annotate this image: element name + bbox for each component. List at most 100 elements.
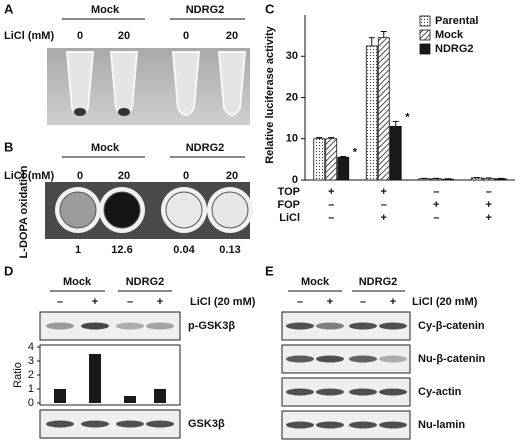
dose-label: 0 (183, 30, 189, 42)
blot-band (349, 322, 377, 330)
blot-band (286, 388, 314, 396)
dose-label: 0 (183, 170, 189, 182)
condition-mark: + (381, 186, 387, 198)
treatment-mark: + (92, 296, 98, 308)
blot-band (379, 322, 407, 330)
group-label: NDRG2 (359, 276, 398, 288)
panel-label: D (4, 263, 13, 278)
blot-label: Cy-β-catenin (418, 320, 485, 332)
well-content (103, 191, 141, 229)
dose-label: 20 (118, 170, 130, 182)
blot-band (379, 388, 407, 396)
treatment-mark: + (327, 296, 333, 308)
blot-band (316, 388, 344, 396)
legend-label: Parental (435, 15, 478, 27)
dose-label: 0 (77, 170, 83, 182)
blot-label: p-GSK3β (188, 320, 235, 332)
blot-band (81, 322, 109, 330)
pellet (74, 108, 86, 116)
treatment-mark: – (360, 296, 366, 308)
bar (124, 396, 136, 403)
bar-pattern (325, 138, 337, 180)
bar-pattern (430, 178, 442, 180)
bar (54, 389, 66, 403)
blot-band (81, 420, 109, 428)
dose-label: 20 (226, 30, 238, 42)
condition-mark: – (433, 186, 439, 198)
panel-label: C (265, 1, 275, 16)
bar-pattern (483, 178, 495, 180)
condition-mark: + (381, 212, 387, 224)
panel-label: A (4, 1, 14, 16)
condition-mark: + (486, 212, 492, 224)
condition-mark: + (486, 199, 492, 211)
group-label: Mock (91, 142, 120, 154)
blot-band (146, 322, 174, 330)
well-content (211, 191, 249, 229)
treatment-mark: – (57, 296, 63, 308)
blot-label: Nu-lamin (418, 419, 465, 431)
blot-band (316, 355, 344, 363)
legend-label: Mock (435, 29, 464, 41)
blot-band (379, 421, 407, 429)
blot-band (116, 420, 144, 428)
well-content (165, 191, 203, 229)
bar (154, 389, 166, 403)
blot-band (349, 355, 377, 363)
blot-band (286, 421, 314, 429)
tube (217, 51, 247, 116)
well-content (59, 191, 97, 229)
blot-band (46, 420, 74, 428)
y-tick-label: 10 (286, 133, 298, 145)
row-label: LiCl (mM) (4, 30, 54, 42)
y-tick-label: 0 (28, 397, 34, 409)
value-label: 12.6 (111, 244, 132, 256)
blot-band (316, 421, 344, 429)
y-axis-label: Relative luciferase activity (264, 25, 276, 163)
significance: * (405, 111, 410, 123)
blot (39, 311, 181, 341)
blot-label: GSK3β (188, 418, 225, 430)
bar (389, 125, 402, 181)
blot-band (349, 421, 377, 429)
bar-pattern (366, 45, 378, 180)
treatment-label: LiCl (20 mM) (412, 296, 478, 308)
y-tick-label: 1 (28, 383, 34, 395)
condition-label: LiCl (279, 212, 300, 224)
legend-pattern (420, 30, 430, 40)
bar-pattern (418, 178, 430, 180)
dose-label: 20 (118, 30, 130, 42)
blot-band (146, 420, 174, 428)
value-label: 1 (75, 244, 81, 256)
blot-band (46, 322, 74, 330)
y-tick-label: 20 (286, 91, 298, 103)
legend-label: NDRG2 (435, 43, 474, 55)
y-tick-label: 2 (28, 369, 34, 381)
legend-pattern (420, 16, 430, 26)
condition-mark: – (328, 199, 334, 211)
tube (171, 51, 201, 116)
y-tick-label: 30 (286, 50, 298, 62)
blot-band (316, 322, 344, 330)
condition-mark: – (381, 199, 387, 211)
condition-mark: – (433, 212, 439, 224)
y-tick-label: 0 (292, 174, 298, 186)
y-axis-label: Ratio (12, 362, 24, 388)
blot-band (116, 322, 144, 330)
panel-label: B (4, 139, 13, 154)
condition-mark: + (328, 186, 334, 198)
dose-label: 0 (77, 30, 83, 42)
blot-band (286, 322, 314, 330)
condition-mark: + (433, 199, 439, 211)
pellet (118, 108, 130, 116)
condition-label: TOP (278, 186, 300, 198)
bar (89, 354, 101, 403)
treatment-mark: – (297, 296, 303, 308)
condition-mark: – (486, 186, 492, 198)
y-tick-label: 3 (28, 355, 34, 367)
tube (109, 51, 139, 116)
panel-label: E (265, 263, 274, 278)
legend-swatch (419, 43, 431, 55)
side-label: L-DOPA oxidation (18, 165, 30, 258)
